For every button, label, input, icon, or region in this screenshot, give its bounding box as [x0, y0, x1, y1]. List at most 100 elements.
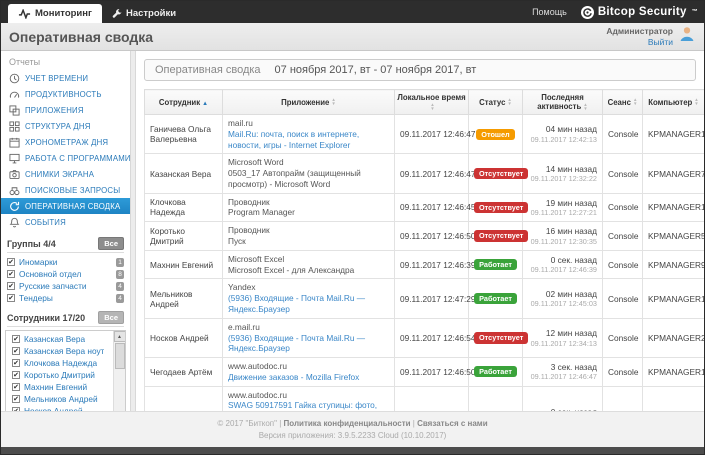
item-label[interactable]: Махнин Евгений — [24, 382, 88, 392]
last-activity-timestamp: 09.11.2017 12:42:13 — [530, 134, 597, 144]
checkbox[interactable]: ✔ — [12, 395, 20, 403]
sidebar-menu-item[interactable]: СОБЫТИЯ — [1, 214, 130, 230]
column-header[interactable]: Последняя активность ▲ ▼ — [522, 89, 603, 115]
app-window-title[interactable]: SWAG 50917591 Гайка ступицы: фото, цена,… — [228, 400, 378, 411]
item-label[interactable]: Мельников Андрей — [24, 394, 98, 404]
main-panel: Оперативная сводка 07 ноября 2017, вт - … — [136, 51, 704, 411]
checkbox[interactable]: ✔ — [7, 270, 15, 278]
application-cell: www.autodoc.ru Движение заказов - Mozill… — [222, 357, 395, 387]
employee-cell: Клочкова Надежда — [144, 192, 223, 223]
wrench-icon — [112, 8, 122, 19]
last-activity-timestamp: 09.11.2017 12:27:21 — [530, 208, 597, 218]
local-time-cell: 09.11.2017 12:46:47 — [394, 153, 476, 194]
checkbox[interactable]: ✔ — [7, 282, 15, 290]
copyright-text: © 2017 "Биткоп" — [217, 419, 277, 428]
app-name: www.autodoc.ru — [228, 389, 288, 400]
scroll-up-icon[interactable]: ▲ — [113, 331, 125, 342]
contact-us-link[interactable]: Связаться с нами — [417, 419, 488, 428]
status-cell: Работает — [468, 357, 523, 387]
report-date-range[interactable]: 07 ноября 2017, вт - 07 ноября 2017, вт — [274, 64, 477, 76]
app-name: e.mail.ru — [228, 321, 260, 332]
app-window-title[interactable]: Mail.Ru: почта, поиск в интернете, новос… — [228, 128, 360, 150]
sidebar-menu-item[interactable]: ПОИСКОВЫЕ ЗАПРОСЫ — [1, 182, 130, 198]
computer-cell: KPMANAGER9 — [642, 249, 704, 280]
item-label[interactable]: Коротько Дмитрий — [24, 370, 95, 380]
top-bar: Мониторинг Настройки Помощь Bitcop Secur… — [1, 1, 704, 23]
sidebar-menu-item[interactable]: СТРУКТУРА ДНЯ — [1, 118, 130, 134]
last-activity-relative: 14 мин назад — [545, 163, 597, 174]
app-window-title[interactable]: (5936) Входящие - Почта Mail.Ru — Яндекс… — [228, 293, 366, 314]
item-label[interactable]: Носков Андрей — [24, 406, 83, 411]
sidebar-menu-item[interactable]: ХРОНОМЕТРАЖ ДНЯ — [1, 134, 130, 150]
app-window-title: Program Manager — [228, 207, 295, 218]
employees-title: Сотрудники 17/20 — [7, 312, 86, 323]
local-time-cell: 09.11.2017 12:46:47 — [394, 113, 476, 155]
employees-all-button[interactable]: Все — [98, 311, 124, 324]
checkbox[interactable]: ✔ — [12, 371, 20, 379]
last-activity-relative: 0 сек. назад — [528, 407, 597, 411]
tab-settings[interactable]: Настройки — [102, 4, 186, 23]
computer-cell: KPMANAGER3 — [642, 385, 704, 411]
item-label[interactable]: Русские запчасти — [19, 281, 87, 291]
sidebar-menu-item[interactable]: УЧЕТ ВРЕМЕНИ — [1, 70, 130, 86]
item-label[interactable]: Основной отдел — [19, 269, 82, 279]
column-header[interactable]: Приложение ▲ ▼ — [222, 89, 395, 115]
item-label[interactable]: Казанская Вера — [24, 334, 86, 344]
status-cell: Работает — [468, 385, 523, 411]
column-header[interactable]: Компьютер ▲ ▼ — [642, 89, 704, 115]
report-header-bar: Оперативная сводка 07 ноября 2017, вт - … — [144, 59, 696, 81]
item-label[interactable]: Клочкова Надежда — [24, 358, 98, 368]
report-table: Сотрудник ▲ Приложение ▲ ▼ Локальное время▲ ▼ С… — [144, 89, 704, 411]
column-header[interactable]: Локальное время▲ ▼ — [394, 89, 469, 115]
checkbox[interactable]: ✔ — [12, 335, 20, 343]
privacy-policy-link[interactable]: Политика конфиденциальности — [283, 419, 411, 428]
status-cell: Отсутствует — [468, 192, 529, 223]
sidebar-menu-item[interactable]: ОПЕРАТИВНАЯ СВОДКА — [1, 198, 130, 214]
local-time-cell: 09.11.2017 12:46:54 — [394, 317, 476, 359]
item-label[interactable]: Иномарки — [19, 257, 58, 267]
page-footer: © 2017 "Биткоп" | Политика конфиденциаль… — [1, 411, 704, 447]
column-header[interactable]: Сотрудник ▲ — [144, 89, 223, 115]
last-activity-cell: 04 мин назад 09.11.2017 12:42:13 — [522, 113, 603, 155]
status-cell: Работает — [468, 278, 523, 319]
employee-cell: Махнин Евгений — [144, 249, 223, 280]
table-row: Чегодаев Артём www.autodoc.ru Движение з… — [144, 357, 704, 387]
app-window-title[interactable]: Движение заказов - Mozilla Firefox — [228, 371, 360, 382]
tab-monitoring[interactable]: Мониторинг — [8, 4, 102, 23]
app-name: Проводник — [228, 225, 270, 236]
sort-icon: ▲ ▼ — [507, 97, 512, 107]
last-activity-relative: 12 мин назад — [545, 328, 597, 339]
logout-link[interactable]: Выйти — [647, 36, 673, 47]
item-label[interactable]: Тендеры — [19, 293, 53, 303]
column-header[interactable]: Статус ▲ ▼ — [468, 89, 523, 115]
app-window-title[interactable]: (5936) Входящие - Почта Mail.Ru — Яндекс… — [228, 332, 366, 354]
checkbox[interactable]: ✔ — [12, 359, 20, 367]
groups-section-header: Группы 4/4 Все — [7, 237, 124, 253]
scrollbar-thumb[interactable] — [114, 343, 125, 369]
sidebar-menu-item[interactable]: ПРИЛОЖЕНИЯ — [1, 102, 130, 118]
checkbox[interactable]: ✔ — [7, 294, 15, 302]
status-badge: Работает — [474, 258, 517, 271]
sidebar: Отчеты УЧЕТ ВРЕМЕНИ ПРОДУКТИВНОСТЬ ПРИЛО… — [1, 51, 130, 411]
help-link[interactable]: Помощь — [532, 7, 567, 17]
checkbox[interactable]: ✔ — [12, 383, 20, 391]
checkbox[interactable]: ✔ — [7, 258, 15, 266]
local-time-cell: 09.11.2017 12:46:45 — [394, 192, 476, 223]
app-name: mail.ru — [228, 118, 253, 128]
app-window-title: 0503_17 Автопрайм (защищенный просмотр) … — [228, 168, 361, 189]
sidebar-menu-item[interactable]: ПРОДУКТИВНОСТЬ — [1, 86, 130, 102]
sort-icon: ▲ ▼ — [632, 97, 638, 107]
application-cell: Проводник Пуск — [222, 221, 395, 251]
employees-scrollbar[interactable]: ▲ ▼ — [113, 331, 125, 411]
employee-cell: Казанская Вера — [144, 153, 223, 194]
table-row: Мельников Андрей Yandex (5936) Входящие … — [144, 278, 704, 319]
employee-item: ✔ Казанская Вера — [6, 333, 111, 345]
report-title: Оперативная сводка — [155, 64, 261, 76]
item-label[interactable]: Казанская Вера ноут — [24, 346, 105, 356]
column-header[interactable]: Сеанс ▲ ▼ — [602, 89, 643, 115]
sidebar-menu-item[interactable]: СНИМКИ ЭКРАНА — [1, 166, 130, 182]
checkbox[interactable]: ✔ — [12, 347, 20, 355]
sidebar-menu-item[interactable]: РАБОТА С ПРОГРАММАМИ — [1, 150, 130, 166]
checkbox[interactable]: ✔ — [12, 407, 20, 411]
groups-all-button[interactable]: Все — [98, 237, 124, 250]
